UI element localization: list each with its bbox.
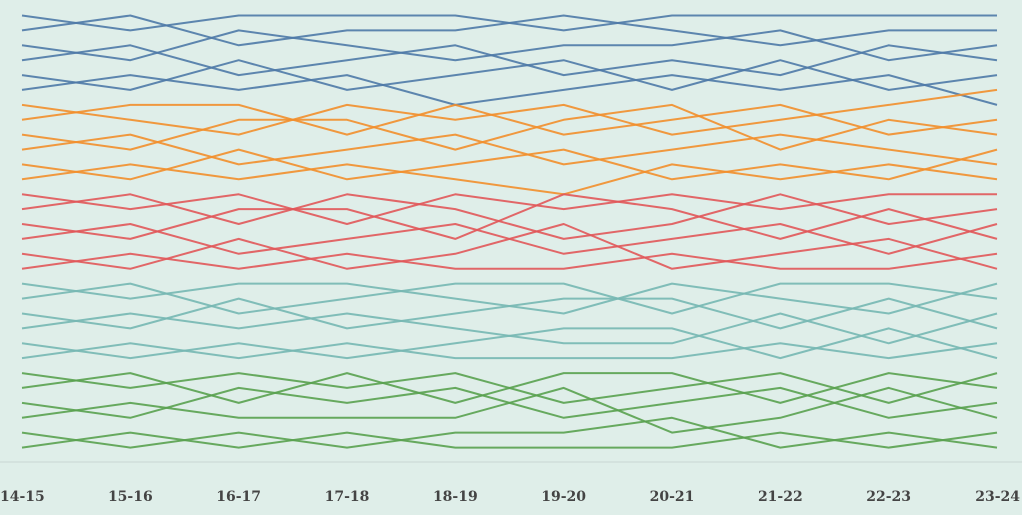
series-line xyxy=(21,372,998,404)
series-line xyxy=(21,342,998,360)
series-line xyxy=(21,297,998,330)
series-line xyxy=(21,133,998,166)
series-line xyxy=(21,193,998,240)
series-line xyxy=(21,29,998,62)
series-line xyxy=(21,252,998,270)
series-line xyxy=(21,59,998,91)
series-line xyxy=(21,103,998,151)
x-tick-label: 16-17 xyxy=(216,489,261,505)
x-tick-label: 15-16 xyxy=(108,489,153,505)
x-tick-label: 22-23 xyxy=(866,489,911,505)
series-line xyxy=(21,44,998,77)
x-tick-label: 17-18 xyxy=(325,489,370,505)
x-tick-label: 14-15 xyxy=(0,489,45,505)
x-tick-label: 18-19 xyxy=(433,489,478,505)
series-line xyxy=(21,193,997,225)
x-tick-label: 19-20 xyxy=(541,489,586,505)
series-line xyxy=(21,163,998,196)
x-tick-label: 23-24 xyxy=(975,489,1020,505)
series-line xyxy=(21,74,998,106)
series-line xyxy=(21,88,998,136)
x-tick-label: 21-22 xyxy=(758,489,803,505)
series-line xyxy=(21,193,998,240)
series-line xyxy=(21,223,998,270)
series-line xyxy=(21,14,997,47)
series-line xyxy=(21,431,998,449)
series-line xyxy=(21,103,998,136)
series-line xyxy=(21,386,998,434)
series-line xyxy=(21,282,998,315)
x-tick-label: 20-21 xyxy=(650,489,695,505)
